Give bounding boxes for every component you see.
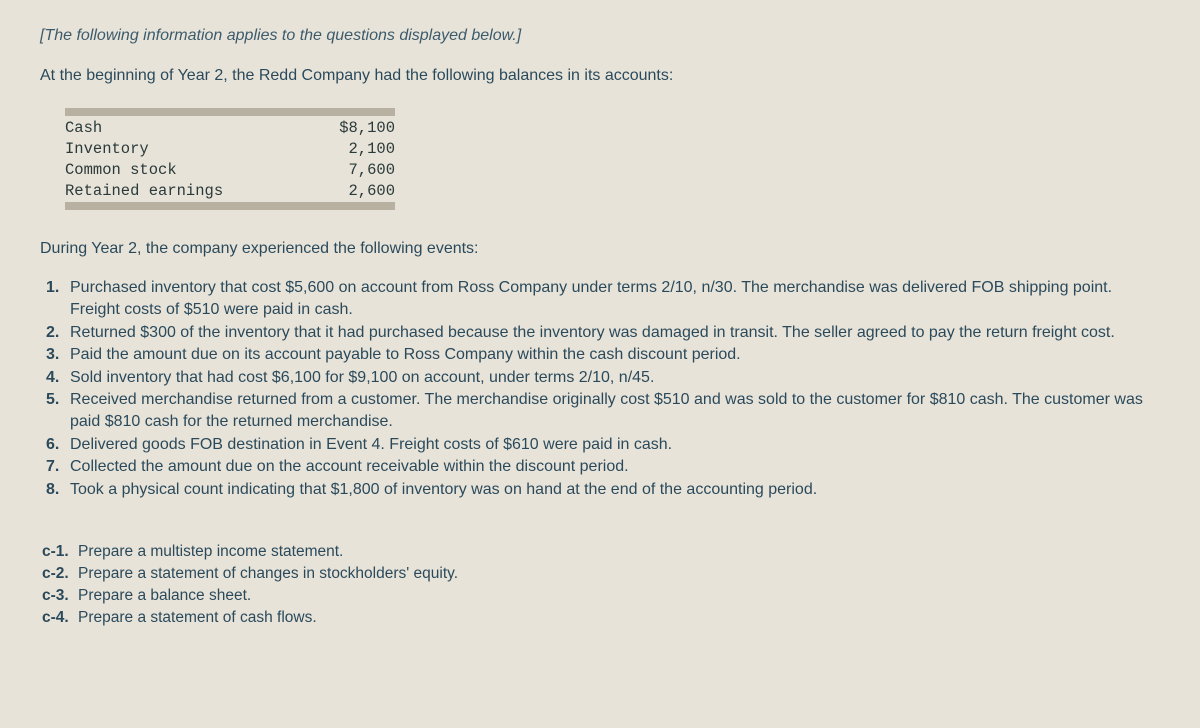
task-text: Prepare a statement of cash flows. — [78, 608, 1160, 629]
tasks-list: c-1. Prepare a multistep income statemen… — [42, 542, 1160, 629]
events-intro: During Year 2, the company experienced t… — [40, 238, 1160, 260]
intro-note: [The following information applies to th… — [40, 25, 1160, 47]
intro-main: At the beginning of Year 2, the Redd Com… — [40, 65, 1160, 87]
balance-label: Common stock — [65, 160, 275, 181]
event-number: 4. — [46, 367, 68, 389]
table-bottom-bar — [65, 202, 395, 210]
event-item: 1. Purchased inventory that cost $5,600 … — [46, 277, 1160, 320]
event-number: 2. — [46, 322, 68, 344]
task-number: c-4. — [42, 608, 78, 629]
balance-value: 2,600 — [275, 181, 395, 202]
balance-label: Inventory — [65, 139, 275, 160]
balance-label: Cash — [65, 118, 275, 139]
balance-table: Cash $8,100 Inventory 2,100 Common stock… — [65, 108, 1160, 210]
task-number: c-1. — [42, 542, 78, 563]
table-row: Cash $8,100 — [65, 118, 1160, 139]
balance-label: Retained earnings — [65, 181, 275, 202]
event-text: Took a physical count indicating that $1… — [68, 479, 1160, 501]
event-text: Sold inventory that had cost $6,100 for … — [68, 367, 1160, 389]
event-item: 7. Collected the amount due on the accou… — [46, 456, 1160, 478]
event-text: Received merchandise returned from a cus… — [68, 389, 1160, 432]
event-text: Collected the amount due on the account … — [68, 456, 1160, 478]
balance-value: 7,600 — [275, 160, 395, 181]
task-text: Prepare a multistep income statement. — [78, 542, 1160, 563]
events-list: 1. Purchased inventory that cost $5,600 … — [46, 277, 1160, 500]
event-number: 8. — [46, 479, 68, 501]
event-number: 5. — [46, 389, 68, 432]
task-item: c-3. Prepare a balance sheet. — [42, 586, 1160, 607]
table-row: Inventory 2,100 — [65, 139, 1160, 160]
task-item: c-1. Prepare a multistep income statemen… — [42, 542, 1160, 563]
event-number: 6. — [46, 434, 68, 456]
event-item: 8. Took a physical count indicating that… — [46, 479, 1160, 501]
table-row: Retained earnings 2,600 — [65, 181, 1160, 202]
table-top-bar — [65, 108, 395, 116]
event-item: 6. Delivered goods FOB destination in Ev… — [46, 434, 1160, 456]
event-number: 3. — [46, 344, 68, 366]
balance-value: $8,100 — [275, 118, 395, 139]
event-item: 4. Sold inventory that had cost $6,100 f… — [46, 367, 1160, 389]
task-number: c-2. — [42, 564, 78, 585]
balance-value: 2,100 — [275, 139, 395, 160]
event-text: Delivered goods FOB destination in Event… — [68, 434, 1160, 456]
event-text: Purchased inventory that cost $5,600 on … — [68, 277, 1160, 320]
task-item: c-2. Prepare a statement of changes in s… — [42, 564, 1160, 585]
event-number: 1. — [46, 277, 68, 320]
task-text: Prepare a balance sheet. — [78, 586, 1160, 607]
table-row: Common stock 7,600 — [65, 160, 1160, 181]
event-text: Paid the amount due on its account payab… — [68, 344, 1160, 366]
task-item: c-4. Prepare a statement of cash flows. — [42, 608, 1160, 629]
task-number: c-3. — [42, 586, 78, 607]
event-item: 5. Received merchandise returned from a … — [46, 389, 1160, 432]
event-text: Returned $300 of the inventory that it h… — [68, 322, 1160, 344]
table-rows: Cash $8,100 Inventory 2,100 Common stock… — [65, 118, 1160, 202]
task-text: Prepare a statement of changes in stockh… — [78, 564, 1160, 585]
event-item: 2. Returned $300 of the inventory that i… — [46, 322, 1160, 344]
event-item: 3. Paid the amount due on its account pa… — [46, 344, 1160, 366]
event-number: 7. — [46, 456, 68, 478]
